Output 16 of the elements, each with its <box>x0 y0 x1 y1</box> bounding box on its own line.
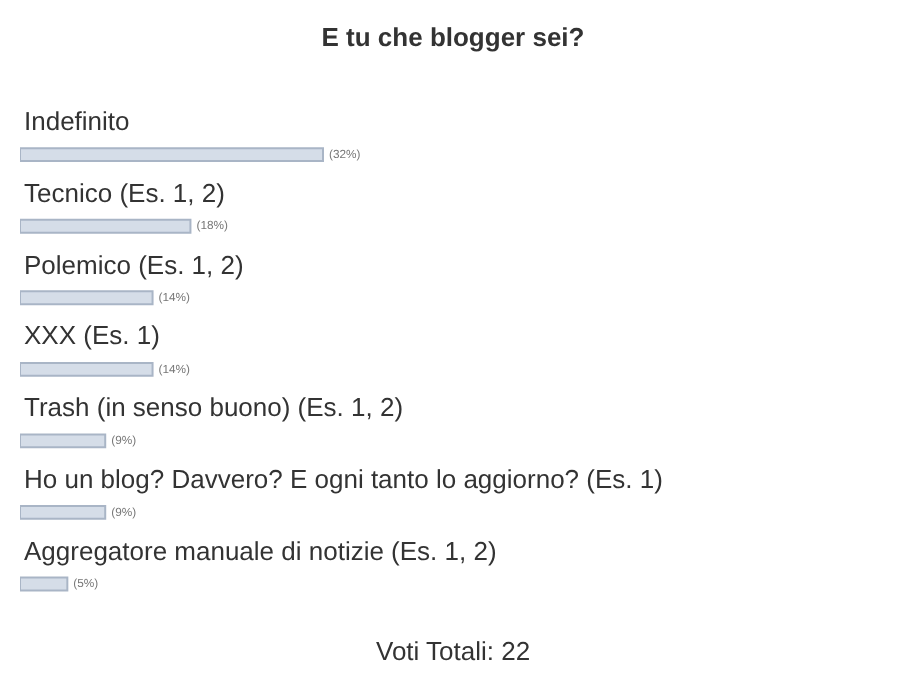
y-tick-label: Indefinito <box>24 106 130 136</box>
bar <box>20 361 154 377</box>
bar <box>20 290 154 306</box>
bar <box>20 576 69 592</box>
bar <box>20 433 107 449</box>
bar <box>20 218 192 234</box>
text: Voti Totali: 22 <box>376 636 531 666</box>
y-tick-label: XXX (Es. 1) <box>24 320 160 350</box>
y-tick-label: Aggregatore manuale di notizie (Es. 1, 2) <box>24 536 497 566</box>
bar <box>20 147 324 163</box>
text: E tu che blogger sei? <box>321 21 585 52</box>
y-tick-label: Tecnico (Es. 1, 2) <box>24 178 225 208</box>
y-tick-label: Ho un blog? Davvero? E ogni tanto lo aggiorno? (Es. 1) <box>24 464 663 494</box>
bar <box>20 504 107 520</box>
y-tick-label: Polemico (Es. 1, 2) <box>24 250 244 280</box>
y-tick-label: Trash (in senso buono) (Es. 1, 2) <box>24 392 404 422</box>
